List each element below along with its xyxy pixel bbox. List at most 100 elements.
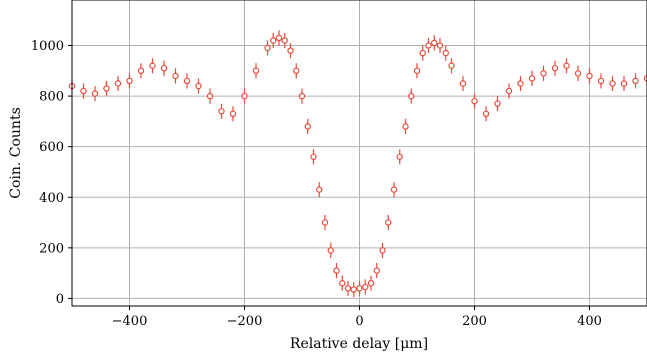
data-point <box>114 75 122 92</box>
data-point <box>586 68 593 84</box>
marker <box>517 80 524 87</box>
data-point <box>597 73 605 89</box>
marker <box>620 80 628 87</box>
y-tick-label: 800 <box>39 90 64 105</box>
data-point <box>183 73 191 89</box>
marker <box>528 75 536 82</box>
data-point <box>252 63 260 79</box>
marker <box>195 82 202 90</box>
marker <box>114 80 122 87</box>
marker <box>103 85 110 92</box>
data-point <box>350 281 357 298</box>
data-point <box>327 242 334 258</box>
marker <box>540 70 547 77</box>
marker <box>402 123 409 130</box>
data-point <box>413 63 421 79</box>
marker <box>160 65 168 72</box>
data-point <box>517 75 524 92</box>
marker <box>350 286 357 293</box>
data-point <box>218 103 225 119</box>
marker <box>436 42 444 49</box>
data-point <box>103 80 110 97</box>
marker <box>574 70 582 77</box>
y-tick-label: 1000 <box>31 39 64 54</box>
marker <box>597 77 605 85</box>
data-series <box>68 30 647 298</box>
data-point <box>229 106 237 122</box>
marker <box>373 267 380 274</box>
data-point <box>408 88 415 104</box>
marker <box>459 80 467 87</box>
y-axis-label: Coin. Counts <box>8 107 24 199</box>
data-point <box>304 118 311 135</box>
marker <box>206 92 214 100</box>
data-point <box>574 65 582 81</box>
data-point <box>448 58 455 74</box>
marker <box>327 247 334 254</box>
data-point <box>643 70 647 86</box>
marker <box>643 75 647 82</box>
data-point <box>310 149 317 165</box>
data-point <box>339 275 346 291</box>
data-point <box>563 58 570 74</box>
marker <box>396 153 403 160</box>
data-point <box>632 73 639 89</box>
marker <box>413 67 421 75</box>
y-tick-label: 400 <box>39 191 64 206</box>
y-tick-label: 200 <box>39 241 64 256</box>
marker <box>137 67 145 75</box>
y-tick-label: 600 <box>39 140 64 155</box>
data-point <box>293 63 300 79</box>
data-point <box>362 279 369 295</box>
marker <box>91 90 99 97</box>
data-point <box>137 63 145 79</box>
y-axis-ticks: 0 200 400 600 800 1000 <box>31 39 72 307</box>
x-tick-label: 200 <box>462 314 487 329</box>
data-point <box>356 280 363 296</box>
data-point <box>385 214 392 231</box>
data-point <box>149 58 156 74</box>
data-point <box>390 182 398 198</box>
data-point <box>442 45 449 61</box>
data-point <box>609 75 616 92</box>
data-point <box>471 93 478 109</box>
marker <box>586 72 593 80</box>
data-point <box>379 242 386 258</box>
marker <box>419 49 426 57</box>
marker <box>310 153 317 160</box>
marker <box>172 72 179 80</box>
data-point <box>402 118 409 135</box>
marker <box>390 186 398 193</box>
marker <box>563 62 570 69</box>
marker <box>316 186 323 193</box>
marker <box>264 44 271 52</box>
marker <box>482 110 490 118</box>
marker <box>339 280 346 287</box>
data-point <box>436 37 444 54</box>
data-point <box>126 73 133 89</box>
data-point <box>540 65 547 81</box>
data-point <box>482 106 490 122</box>
data-point <box>91 85 99 102</box>
data-point <box>206 88 214 104</box>
data-point <box>431 35 438 51</box>
x-axis-ticks: −400 −200 0 200 400 <box>112 306 602 329</box>
data-point <box>367 275 375 291</box>
marker <box>471 97 478 105</box>
data-point <box>528 70 536 86</box>
data-point <box>264 40 271 56</box>
marker <box>408 92 415 100</box>
marker <box>241 92 248 100</box>
marker <box>304 123 311 130</box>
marker <box>321 219 329 226</box>
data-point <box>333 263 340 279</box>
x-tick-label: −200 <box>227 314 263 329</box>
marker <box>80 87 87 95</box>
data-point <box>287 42 294 59</box>
data-point <box>172 68 179 84</box>
marker <box>385 219 392 226</box>
data-point <box>80 83 87 99</box>
data-point <box>419 45 426 61</box>
data-point <box>459 75 467 92</box>
marker <box>505 87 513 95</box>
